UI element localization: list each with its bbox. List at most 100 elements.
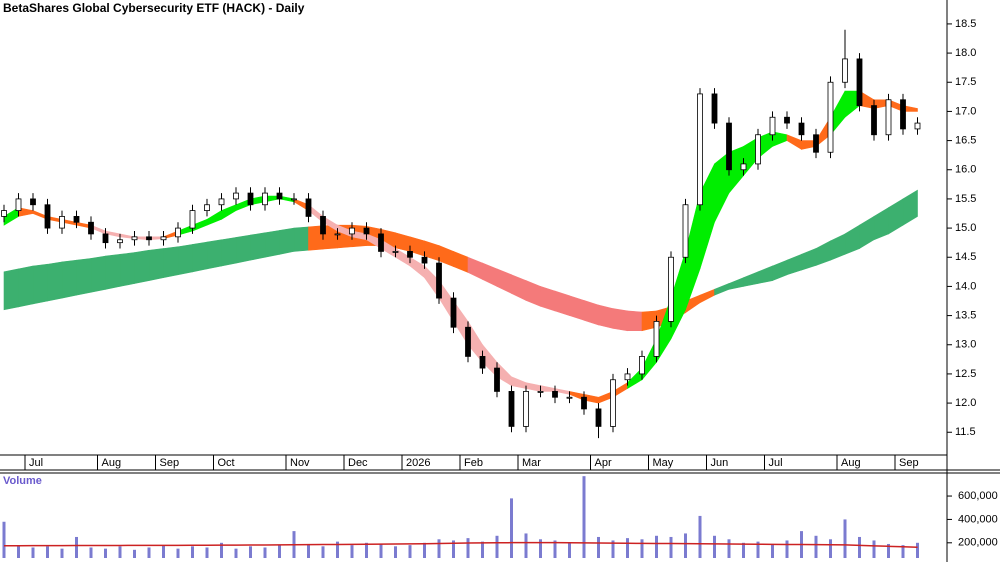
candle-body xyxy=(784,116,790,124)
volume-bar xyxy=(684,533,687,558)
volume-bar xyxy=(75,536,78,558)
candles xyxy=(1,29,921,439)
volume-bar xyxy=(539,539,542,558)
ribbon-segment xyxy=(598,304,614,329)
volume-bar xyxy=(916,542,919,558)
y-tick-label: 18.5 xyxy=(955,18,976,30)
ribbon-segment xyxy=(264,230,280,258)
y-tick-label: 13.0 xyxy=(955,339,976,351)
ribbon-segment xyxy=(569,295,585,321)
ribbon-segment xyxy=(627,310,643,332)
volume-bar xyxy=(437,539,441,558)
volume-bar xyxy=(2,521,6,558)
candle-body xyxy=(102,233,109,244)
y-tick-label: 14.5 xyxy=(955,251,976,263)
volume-bar xyxy=(655,535,658,558)
candle-body xyxy=(15,198,22,211)
volume-bar xyxy=(626,538,629,558)
volume-bar xyxy=(481,541,484,558)
ribbon-segment xyxy=(177,244,193,276)
chart-title: BetaShares Global Cybersecurity ETF (HAC… xyxy=(3,1,305,15)
volume-bar xyxy=(887,543,890,558)
volume-bar xyxy=(713,535,716,558)
ribbon-segment xyxy=(119,252,135,287)
ribbon-segment xyxy=(134,249,150,284)
volume-bar xyxy=(350,545,354,558)
x-tick-label: Sep xyxy=(160,457,180,469)
candle-body xyxy=(262,192,268,206)
x-tick-label: Jun xyxy=(711,457,729,469)
candle-body xyxy=(624,373,631,381)
candle-body xyxy=(798,122,805,136)
volume-bar xyxy=(829,539,832,558)
x-tick-label: Dec xyxy=(348,457,368,469)
candle-body xyxy=(436,262,442,299)
y-tick-label: 11.5 xyxy=(955,426,976,438)
candle-body xyxy=(494,367,500,392)
x-tick-label: Apr xyxy=(595,457,612,469)
candle-body xyxy=(363,227,370,235)
volume-bar xyxy=(249,546,252,558)
candle-body xyxy=(813,134,819,153)
candle-body xyxy=(291,198,297,201)
x-tick-label: Jul xyxy=(29,457,43,469)
volume-title: Volume xyxy=(3,475,42,487)
volume-bar xyxy=(162,545,165,558)
volume-bar xyxy=(611,540,615,558)
candle-body xyxy=(856,58,863,106)
x-tick-label: Sep xyxy=(899,457,919,469)
candle-body xyxy=(726,122,732,171)
volume-bar xyxy=(60,548,64,558)
candle-body xyxy=(160,236,167,241)
ribbon-segment xyxy=(235,234,251,264)
y-tick-label: 16.5 xyxy=(955,134,976,146)
ribbon-segment xyxy=(902,189,918,226)
x-tick-label: Nov xyxy=(290,457,310,469)
volume-bar xyxy=(234,548,238,558)
y-tick-label: 15.5 xyxy=(955,193,976,205)
candle-body xyxy=(392,251,399,253)
volume-bar xyxy=(17,545,20,558)
volume-bar xyxy=(220,542,223,558)
volume-bar xyxy=(568,542,571,558)
x-tick-label: Aug xyxy=(102,457,122,469)
volume-average xyxy=(4,541,918,548)
candle-body xyxy=(233,192,239,200)
candle-body xyxy=(914,122,921,130)
volume-bar xyxy=(698,515,702,558)
volume-bar xyxy=(147,547,151,558)
candle-body xyxy=(30,198,36,206)
ribbon-segment xyxy=(221,237,237,267)
y-tick-label: 12.5 xyxy=(955,368,976,380)
candle-body xyxy=(334,233,341,236)
y-tick-label: 14.0 xyxy=(955,280,976,292)
candle-body xyxy=(523,391,529,427)
volume-bar xyxy=(582,476,586,558)
ribbon-segment xyxy=(18,265,34,308)
y-tick-label: 17.5 xyxy=(955,76,976,88)
candle-body xyxy=(668,256,674,322)
ribbon-segment xyxy=(76,258,92,296)
volume-bar xyxy=(46,546,49,558)
volume-bar xyxy=(191,546,194,558)
candle-body xyxy=(378,233,384,252)
x-tick-label: Feb xyxy=(464,457,483,469)
volume-bar xyxy=(495,535,499,558)
volume-bar xyxy=(771,543,774,558)
volume-bar xyxy=(205,547,209,558)
ribbon-segment xyxy=(148,248,164,281)
volume-bar xyxy=(89,547,93,558)
volume-bar xyxy=(597,536,600,558)
candle-body xyxy=(885,99,892,136)
candle-body xyxy=(320,216,326,235)
candle-body xyxy=(465,326,471,357)
candle-body xyxy=(59,216,65,229)
volume-bar xyxy=(133,549,136,558)
candle-body xyxy=(305,198,312,217)
x-tick-label: Mar xyxy=(522,457,541,469)
volume-bar xyxy=(176,548,180,558)
candle-body xyxy=(581,396,587,410)
x-tick-label: 2026 xyxy=(406,457,430,469)
candle-body xyxy=(711,93,718,124)
